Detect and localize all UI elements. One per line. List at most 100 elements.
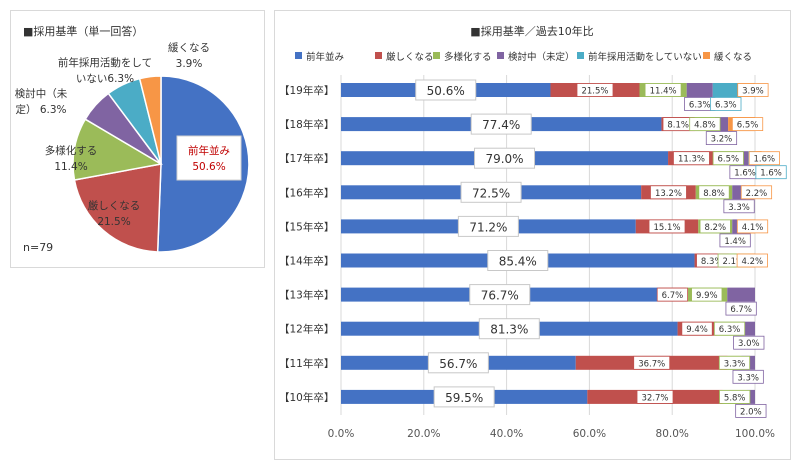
data-label-box bbox=[725, 301, 757, 316]
data-label: 3.9% bbox=[742, 87, 764, 97]
data-label: 3.2% bbox=[711, 135, 733, 145]
data-label-box bbox=[733, 335, 765, 350]
x-tick-label: 60.0% bbox=[573, 428, 606, 440]
bar-segment bbox=[686, 83, 713, 97]
data-label-box bbox=[633, 355, 671, 370]
legend-entry: 多様化する bbox=[444, 51, 492, 63]
data-label-box bbox=[648, 219, 686, 234]
data-label: 6.3% bbox=[715, 101, 737, 111]
data-label-box bbox=[457, 215, 519, 237]
data-label: 11.4% bbox=[650, 87, 677, 97]
data-label: 59.5% bbox=[445, 391, 483, 405]
data-label-box bbox=[656, 287, 689, 302]
data-label-box bbox=[650, 185, 687, 200]
data-label-box bbox=[712, 151, 744, 166]
data-label-box bbox=[470, 113, 532, 135]
legend-entry: 厳しくなる bbox=[386, 51, 434, 63]
bar-chart-panel: ■採用基準／過去10年比 前年並み 厳しくなる 多様化する 検討中（未定） 前年採用活動を… bbox=[274, 10, 791, 460]
data-label: 56.7% bbox=[439, 357, 477, 371]
data-label-box bbox=[427, 352, 489, 374]
x-tick-label: 0.0% bbox=[328, 428, 355, 440]
data-label: 36.7% bbox=[638, 359, 665, 369]
pie-label: 定） 6.3% bbox=[15, 103, 66, 116]
data-label-box bbox=[474, 147, 536, 169]
bar-segment bbox=[746, 389, 755, 404]
data-label: 8.1% bbox=[667, 121, 689, 131]
y-category-label: 【16年卒】 bbox=[279, 186, 334, 199]
data-label: 1.6% bbox=[754, 155, 776, 165]
data-label: 8.8% bbox=[703, 189, 725, 199]
data-label: 3.3% bbox=[724, 359, 746, 369]
legend-swatch bbox=[295, 52, 302, 59]
data-label: 3.0% bbox=[738, 339, 760, 349]
data-label-box bbox=[698, 185, 730, 200]
pie-label: 多様化する bbox=[45, 144, 98, 157]
data-label: 2.2% bbox=[746, 189, 768, 199]
data-label: 6.7% bbox=[662, 291, 684, 301]
x-tick-label: 100.0% bbox=[735, 428, 775, 440]
bar-segment bbox=[742, 321, 755, 336]
data-label-box bbox=[699, 219, 731, 234]
data-label: 4.1% bbox=[742, 223, 764, 233]
bar-segment bbox=[712, 83, 739, 97]
data-label: 77.4% bbox=[482, 118, 520, 132]
y-category-label: 【10年卒】 bbox=[279, 391, 334, 404]
legend-swatch bbox=[577, 52, 584, 59]
data-label-box bbox=[705, 131, 738, 145]
y-category-label: 【18年卒】 bbox=[279, 118, 334, 131]
pie-slice bbox=[72, 118, 164, 181]
legend-entry: 緩くなる bbox=[714, 51, 752, 63]
y-category-label: 【12年卒】 bbox=[279, 323, 334, 336]
data-label-box bbox=[737, 83, 769, 97]
data-label: 72.5% bbox=[472, 186, 510, 200]
data-label-box bbox=[732, 369, 764, 384]
data-label: 9.4% bbox=[686, 325, 708, 335]
pie-label: 50.6% bbox=[192, 161, 225, 173]
data-label-box bbox=[736, 219, 769, 234]
data-label: 11.3% bbox=[678, 155, 705, 165]
data-label: 81.3% bbox=[490, 323, 528, 337]
data-label: 6.5% bbox=[717, 155, 739, 165]
data-label: 4.8% bbox=[694, 121, 716, 131]
data-label: 1.6% bbox=[734, 169, 756, 179]
data-label-box bbox=[731, 117, 764, 131]
legend-swatch bbox=[433, 52, 440, 59]
data-label-box bbox=[719, 389, 751, 404]
data-label-box bbox=[576, 83, 614, 97]
pie-label: いない6.3% bbox=[76, 73, 134, 85]
data-label: 4.2% bbox=[742, 257, 764, 267]
data-label: 8.3% bbox=[701, 257, 723, 267]
data-label-box bbox=[719, 233, 751, 248]
data-label-box bbox=[755, 165, 787, 180]
legend-entry: 検討中（未定） bbox=[508, 51, 575, 63]
pie-label: 前年採用活動をして bbox=[58, 56, 152, 69]
pie-label: 21.5% bbox=[97, 216, 130, 228]
data-label-box bbox=[433, 386, 495, 408]
pie-sample-size: n=79 bbox=[23, 241, 53, 254]
data-label-box bbox=[469, 284, 531, 306]
data-label: 71.2% bbox=[469, 220, 507, 234]
pie-label: 検討中（未 bbox=[15, 87, 68, 100]
pie-label: 3.9% bbox=[176, 58, 203, 70]
data-label-box bbox=[681, 321, 713, 336]
pie-slice bbox=[138, 75, 162, 165]
bar-segment bbox=[732, 219, 739, 234]
data-label: 1.4% bbox=[724, 237, 746, 247]
legend-swatch bbox=[375, 52, 382, 59]
data-label-box bbox=[487, 250, 549, 271]
data-label-box bbox=[710, 97, 742, 111]
data-label: 6.3% bbox=[689, 101, 711, 111]
data-label: 76.7% bbox=[481, 289, 519, 303]
bar-chart-title: ■採用基準／過去10年比 bbox=[470, 24, 593, 38]
data-label-box bbox=[644, 83, 682, 97]
data-label-box bbox=[478, 318, 540, 340]
y-category-label: 【17年卒】 bbox=[279, 152, 334, 165]
pie-slice bbox=[73, 163, 162, 253]
data-label: 13.2% bbox=[655, 189, 682, 199]
x-tick-label: 80.0% bbox=[656, 428, 689, 440]
data-label: 6.5% bbox=[737, 121, 759, 131]
data-label: 6.3% bbox=[719, 325, 741, 335]
data-label: 8.2% bbox=[704, 223, 726, 233]
y-category-label: 【11年卒】 bbox=[279, 357, 334, 370]
